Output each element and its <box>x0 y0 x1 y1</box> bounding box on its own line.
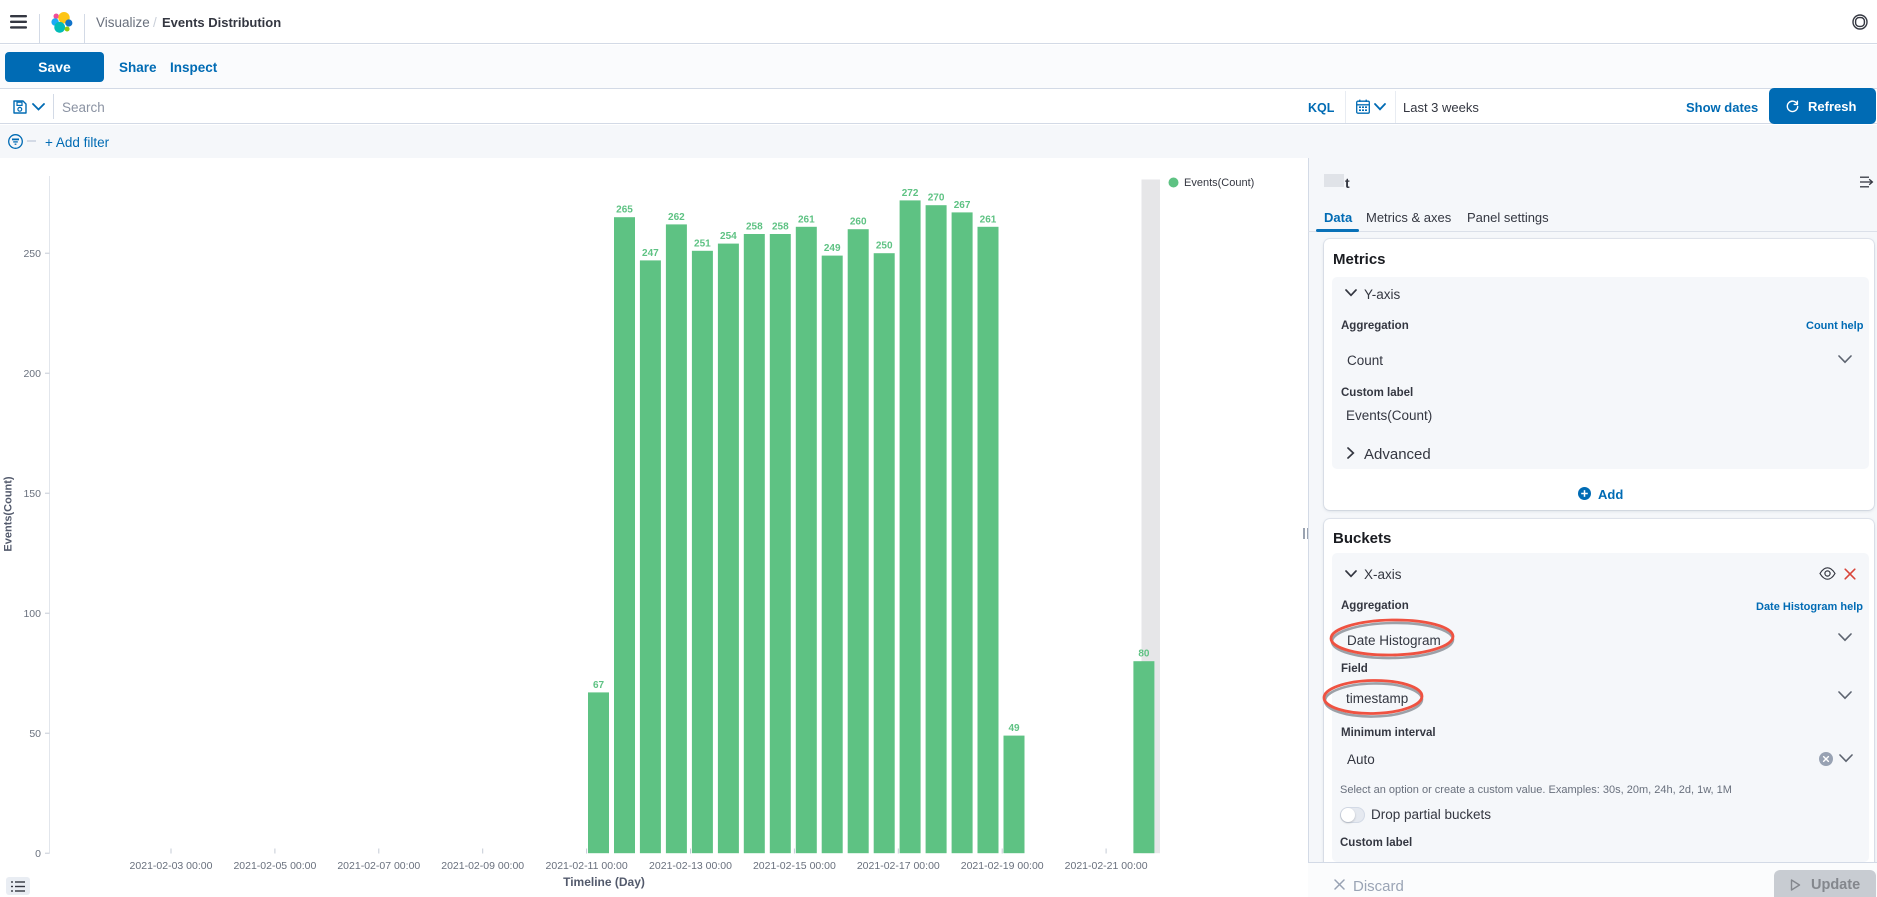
svg-text:267: 267 <box>954 200 971 211</box>
svg-text:262: 262 <box>668 212 685 223</box>
svg-text:2021-02-17 00:00: 2021-02-17 00:00 <box>857 860 940 872</box>
svg-text:261: 261 <box>798 214 815 225</box>
svg-text:100: 100 <box>23 608 41 620</box>
svg-text:49: 49 <box>1008 723 1020 734</box>
svg-text:251: 251 <box>694 238 711 249</box>
svg-text:Timeline (Day): Timeline (Day) <box>563 875 645 889</box>
svg-text:258: 258 <box>772 222 789 233</box>
svg-text:2021-02-21 00:00: 2021-02-21 00:00 <box>1065 860 1148 872</box>
svg-text:250: 250 <box>876 241 893 252</box>
svg-text:254: 254 <box>720 231 737 242</box>
svg-text:265: 265 <box>616 205 633 216</box>
svg-text:2021-02-09 00:00: 2021-02-09 00:00 <box>441 860 524 872</box>
svg-text:67: 67 <box>593 680 605 691</box>
svg-text:270: 270 <box>928 193 945 204</box>
svg-text:80: 80 <box>1138 649 1150 660</box>
svg-text:261: 261 <box>980 214 997 225</box>
svg-text:258: 258 <box>746 222 763 233</box>
svg-text:2021-02-13 00:00: 2021-02-13 00:00 <box>649 860 732 872</box>
svg-text:2021-02-03 00:00: 2021-02-03 00:00 <box>130 860 213 872</box>
svg-text:247: 247 <box>642 248 659 259</box>
svg-text:260: 260 <box>850 217 867 228</box>
svg-text:2021-02-19 00:00: 2021-02-19 00:00 <box>961 860 1044 872</box>
svg-text:50: 50 <box>29 728 41 740</box>
svg-text:150: 150 <box>23 488 41 500</box>
svg-text:2021-02-05 00:00: 2021-02-05 00:00 <box>233 860 316 872</box>
svg-text:2021-02-07 00:00: 2021-02-07 00:00 <box>337 860 420 872</box>
svg-text:200: 200 <box>23 368 41 380</box>
svg-text:2021-02-15 00:00: 2021-02-15 00:00 <box>753 860 836 872</box>
svg-text:249: 249 <box>824 243 841 254</box>
svg-text:Events(Count): Events(Count) <box>3 476 15 552</box>
svg-text:2021-02-11 00:00: 2021-02-11 00:00 <box>546 860 628 872</box>
svg-text:250: 250 <box>23 248 41 260</box>
svg-text:0: 0 <box>35 848 41 860</box>
svg-text:272: 272 <box>902 188 919 199</box>
